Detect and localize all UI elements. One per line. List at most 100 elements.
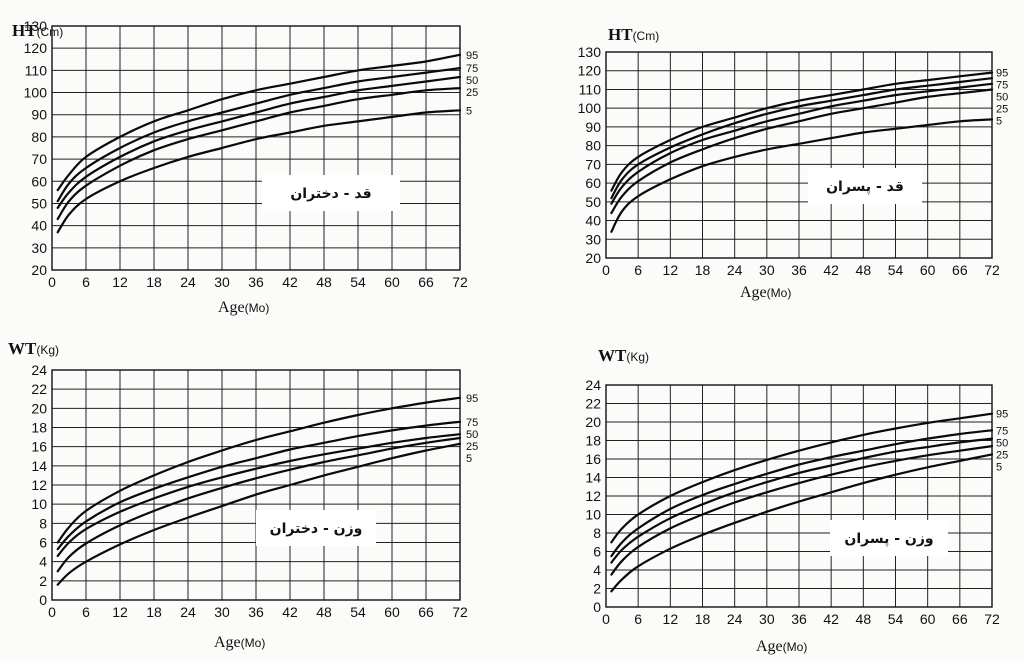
grid [51,25,461,271]
x-axis-label: Age [214,634,241,651]
x-tick-label: 30 [214,274,230,290]
y-tick-label: 14 [31,458,47,474]
x-tick-label: 60 [920,611,936,627]
y-tick-label: 12 [585,488,601,504]
series-line-p95 [56,396,462,544]
y-tick-label: 2 [39,573,47,589]
x-tick-label: 66 [418,274,434,290]
percentile-label-p5: 5 [466,453,472,465]
x-tick-label: 42 [823,611,839,627]
percentile-label-p5: 5 [996,461,1002,473]
y-tick-label: 24 [31,362,47,378]
y-tick-label: 4 [593,562,601,578]
x-tick-label: 54 [888,611,904,627]
series-line-p5 [610,453,994,593]
y-tick-label: 18 [31,420,47,436]
x-tick-label: 60 [920,262,936,278]
x-tick-label: 36 [791,262,807,278]
y-tick-label: 90 [585,119,601,135]
series-line-p5 [610,118,994,233]
x-tick-label: 24 [727,262,743,278]
y-tick-label: 0 [39,592,47,608]
percentile-label-p50: 50 [466,429,478,441]
y-tick-label: 18 [585,433,601,449]
y-tick-label: 8 [593,525,601,541]
percentile-label-p95: 95 [996,68,1008,80]
x-axis-label: Age [218,299,245,316]
y-tick-label: 70 [31,151,47,167]
x-tick-label: 60 [384,604,400,620]
x-tick-label: 54 [888,262,904,278]
y-tick-label: 8 [39,515,47,531]
series-line-p95 [610,71,994,192]
panel-label: وزن - پسران [844,531,933,547]
plot-frame [51,369,461,601]
y-tick-label: 24 [585,377,601,393]
x-tick-label: 0 [602,262,610,278]
y-tick-label: 22 [31,381,47,397]
x-tick-label: 36 [248,604,264,620]
x-tick-label: 42 [282,604,298,620]
x-tick-label: 0 [602,611,610,627]
series-line-p50 [56,75,462,209]
x-axis-title: Age(Mo) [756,638,807,655]
x-tick-label: 24 [727,611,743,627]
panel-label-box [830,520,948,556]
series-group [610,412,994,593]
y-tick-label: 50 [31,195,47,211]
percentile-label-p75: 75 [466,63,478,75]
y-tick-label: 30 [585,231,601,247]
series-group [610,71,994,233]
x-tick-label: 6 [82,274,90,290]
x-axis-unit: (Mo) [241,636,266,650]
x-tick-label: 36 [791,611,807,627]
x-tick-label: 42 [282,274,298,290]
y-tick-label: 90 [31,107,47,123]
grid [51,369,461,601]
percentile-label-p25: 25 [996,104,1008,116]
percentile-label-p95: 95 [466,50,478,62]
y-tick-label: 6 [593,544,601,560]
x-tick-label: 18 [695,262,711,278]
percentile-label-p75: 75 [466,417,478,429]
percentile-label-p95: 95 [996,409,1008,421]
percentile-label-p5: 5 [996,116,1002,128]
x-axis-label: Age [756,638,783,655]
x-tick-label: 6 [634,611,642,627]
plot-frame [605,384,993,608]
y-tick-label: 70 [585,156,601,172]
y-axis-unit: (Kg) [36,343,59,357]
x-tick-label: 48 [316,274,332,290]
x-tick-label: 24 [180,604,196,620]
x-tick-label: 6 [634,262,642,278]
series-line-p5 [56,442,462,586]
percentile-label-p25: 25 [996,449,1008,461]
x-tick-label: 24 [180,274,196,290]
percentile-label-p25: 25 [466,441,478,453]
y-tick-label: 14 [585,470,601,486]
growth-chart-1: 20 30 40 50 60 70 80 90 100 110 120 130 0 6 12 18 24 30 36… [12,18,478,316]
series-line-p25 [56,87,462,221]
series-line-p25 [56,436,462,573]
series-group [56,53,462,234]
x-axis-label: Age [740,284,767,301]
x-axis-title: Age(Mo) [218,299,269,316]
panel-label-box [808,168,922,204]
y-tick-label: 80 [585,138,601,154]
y-tick-label: 22 [585,396,601,412]
y-tick-label: 20 [31,400,47,416]
percentile-label-p75: 75 [996,425,1008,437]
y-tick-label: 40 [31,218,47,234]
panel-label: وزن - دختران [270,521,363,537]
x-tick-label: 54 [350,604,366,620]
x-axis-unit: (Mo) [767,286,792,300]
y-tick-label: 110 [25,62,48,78]
percentile-label-p95: 95 [466,393,478,405]
x-tick-label: 0 [48,604,56,620]
y-tick-label: 130 [24,18,48,34]
y-axis-label: HT [608,25,633,44]
